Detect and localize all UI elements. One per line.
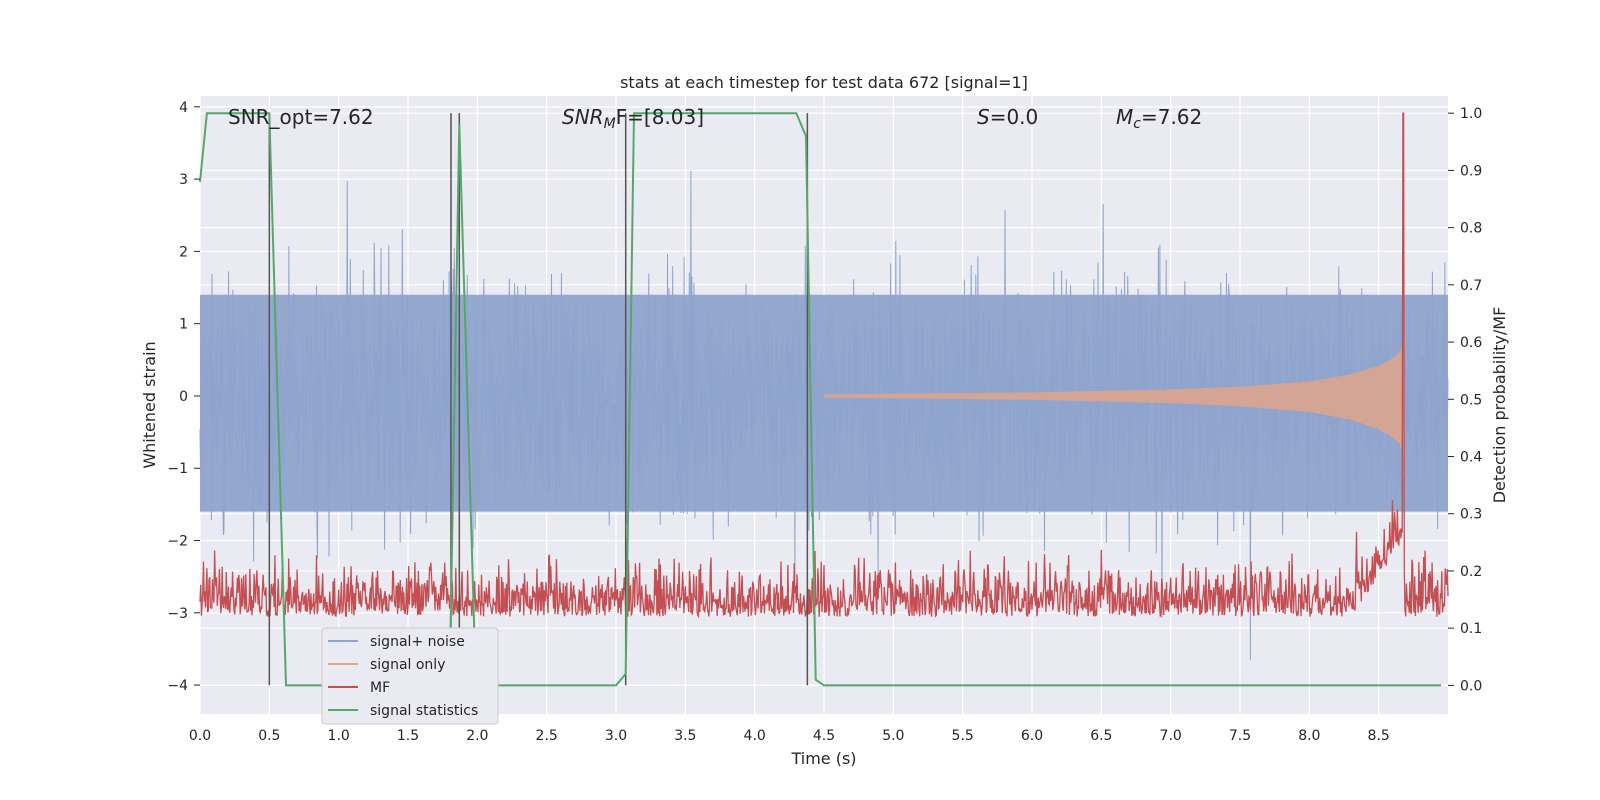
y-right-tick-label: 1.0: [1460, 106, 1482, 122]
x-tick-label: 3.0: [605, 728, 627, 744]
y-right-tick-label: 0.8: [1460, 221, 1482, 237]
x-tick-label: 0.5: [258, 728, 280, 744]
x-axis-label: Time (s): [790, 749, 856, 768]
y-right-tick-label: 0.5: [1460, 392, 1482, 408]
x-tick-label: 4.0: [744, 728, 766, 744]
y-axis-right-ticks: 1.0 0.9 0.8 0.7 0.6 0.5 0.4 0.3 0.2 0.1 0.0: [1448, 106, 1482, 694]
y-tick-label: 4: [179, 100, 188, 116]
mf-series: [199, 112, 1449, 619]
y-tick-label: −2: [167, 534, 188, 550]
x-tick-label: 2.0: [466, 728, 488, 744]
legend-label-signal-statistics: signal statistics: [370, 703, 478, 719]
y-right-tick-label: 0.1: [1460, 621, 1482, 637]
y-tick-label: 3: [179, 172, 188, 188]
x-tick-label: 1.5: [397, 728, 419, 744]
x-tick-label: 6.0: [1021, 728, 1043, 744]
x-tick-label: 8.0: [1298, 728, 1320, 744]
y-tick-label: −3: [167, 606, 188, 622]
x-tick-label: 2.5: [536, 728, 558, 744]
annotation-mc: Mc=7.62: [1116, 105, 1202, 132]
chart-title: stats at each timestep for test data 672…: [620, 73, 1028, 92]
x-tick-label: 5.0: [882, 728, 904, 744]
x-tick-label: 3.5: [674, 728, 696, 744]
y-axis-ticks: 4 3 2 1 0 −1 −2 −3 −4: [167, 100, 200, 694]
x-tick-label: 7.5: [1229, 728, 1251, 744]
x-tick-label: 8.5: [1368, 728, 1390, 744]
y-right-tick-label: 0.4: [1460, 450, 1482, 466]
x-axis-ticks: 0.0 0.5 1.0 1.5 2.0 2.5 3.0 3.5 4.0 4.5 5.0 5.5 6.0 6…: [189, 728, 1390, 744]
y-right-tick-label: 0.3: [1460, 507, 1482, 523]
y-tick-label: −4: [167, 678, 188, 694]
y-right-tick-label: 0.7: [1460, 278, 1482, 294]
annotation-s: S=0.0: [977, 105, 1038, 129]
y-tick-label: −1: [167, 461, 188, 477]
legend-box: [321, 627, 499, 725]
legend-label-signal-only: signal only: [370, 657, 445, 673]
x-tick-label: 0.0: [189, 728, 211, 744]
legend-label-signal-noise: signal+ noise: [370, 634, 465, 650]
annotation-snr-mf: SNRMF=[8.03]: [562, 105, 704, 132]
y-tick-label: 0: [179, 389, 188, 405]
y-right-tick-label: 0.0: [1460, 678, 1482, 694]
y-right-tick-label: 0.9: [1460, 163, 1482, 179]
y-tick-label: 1: [179, 317, 188, 333]
signal-statistics-series: [199, 112, 1442, 687]
signal-statistics-line: [199, 112, 1442, 687]
x-tick-label: 6.5: [1090, 728, 1112, 744]
x-tick-label: 7.0: [1160, 728, 1182, 744]
legend: signal+ noise signal only MF signal stat…: [321, 627, 499, 725]
x-tick-label: 5.5: [952, 728, 974, 744]
y-tick-label: 2: [179, 244, 188, 260]
y-axis-label: Whitened strain: [140, 341, 159, 468]
y-axis-right-label: Detection probability/MF: [1490, 307, 1509, 504]
y-right-tick-label: 0.6: [1460, 335, 1482, 351]
signal-only-envelope: [824, 341, 1404, 456]
x-tick-label: 4.5: [813, 728, 835, 744]
annotation-snr-opt: SNR_opt=7.62: [228, 105, 374, 129]
legend-label-mf: MF: [370, 680, 390, 696]
x-tick-label: 1.0: [328, 728, 350, 744]
mf-line: [199, 112, 1449, 619]
y-right-tick-label: 0.2: [1460, 564, 1482, 580]
